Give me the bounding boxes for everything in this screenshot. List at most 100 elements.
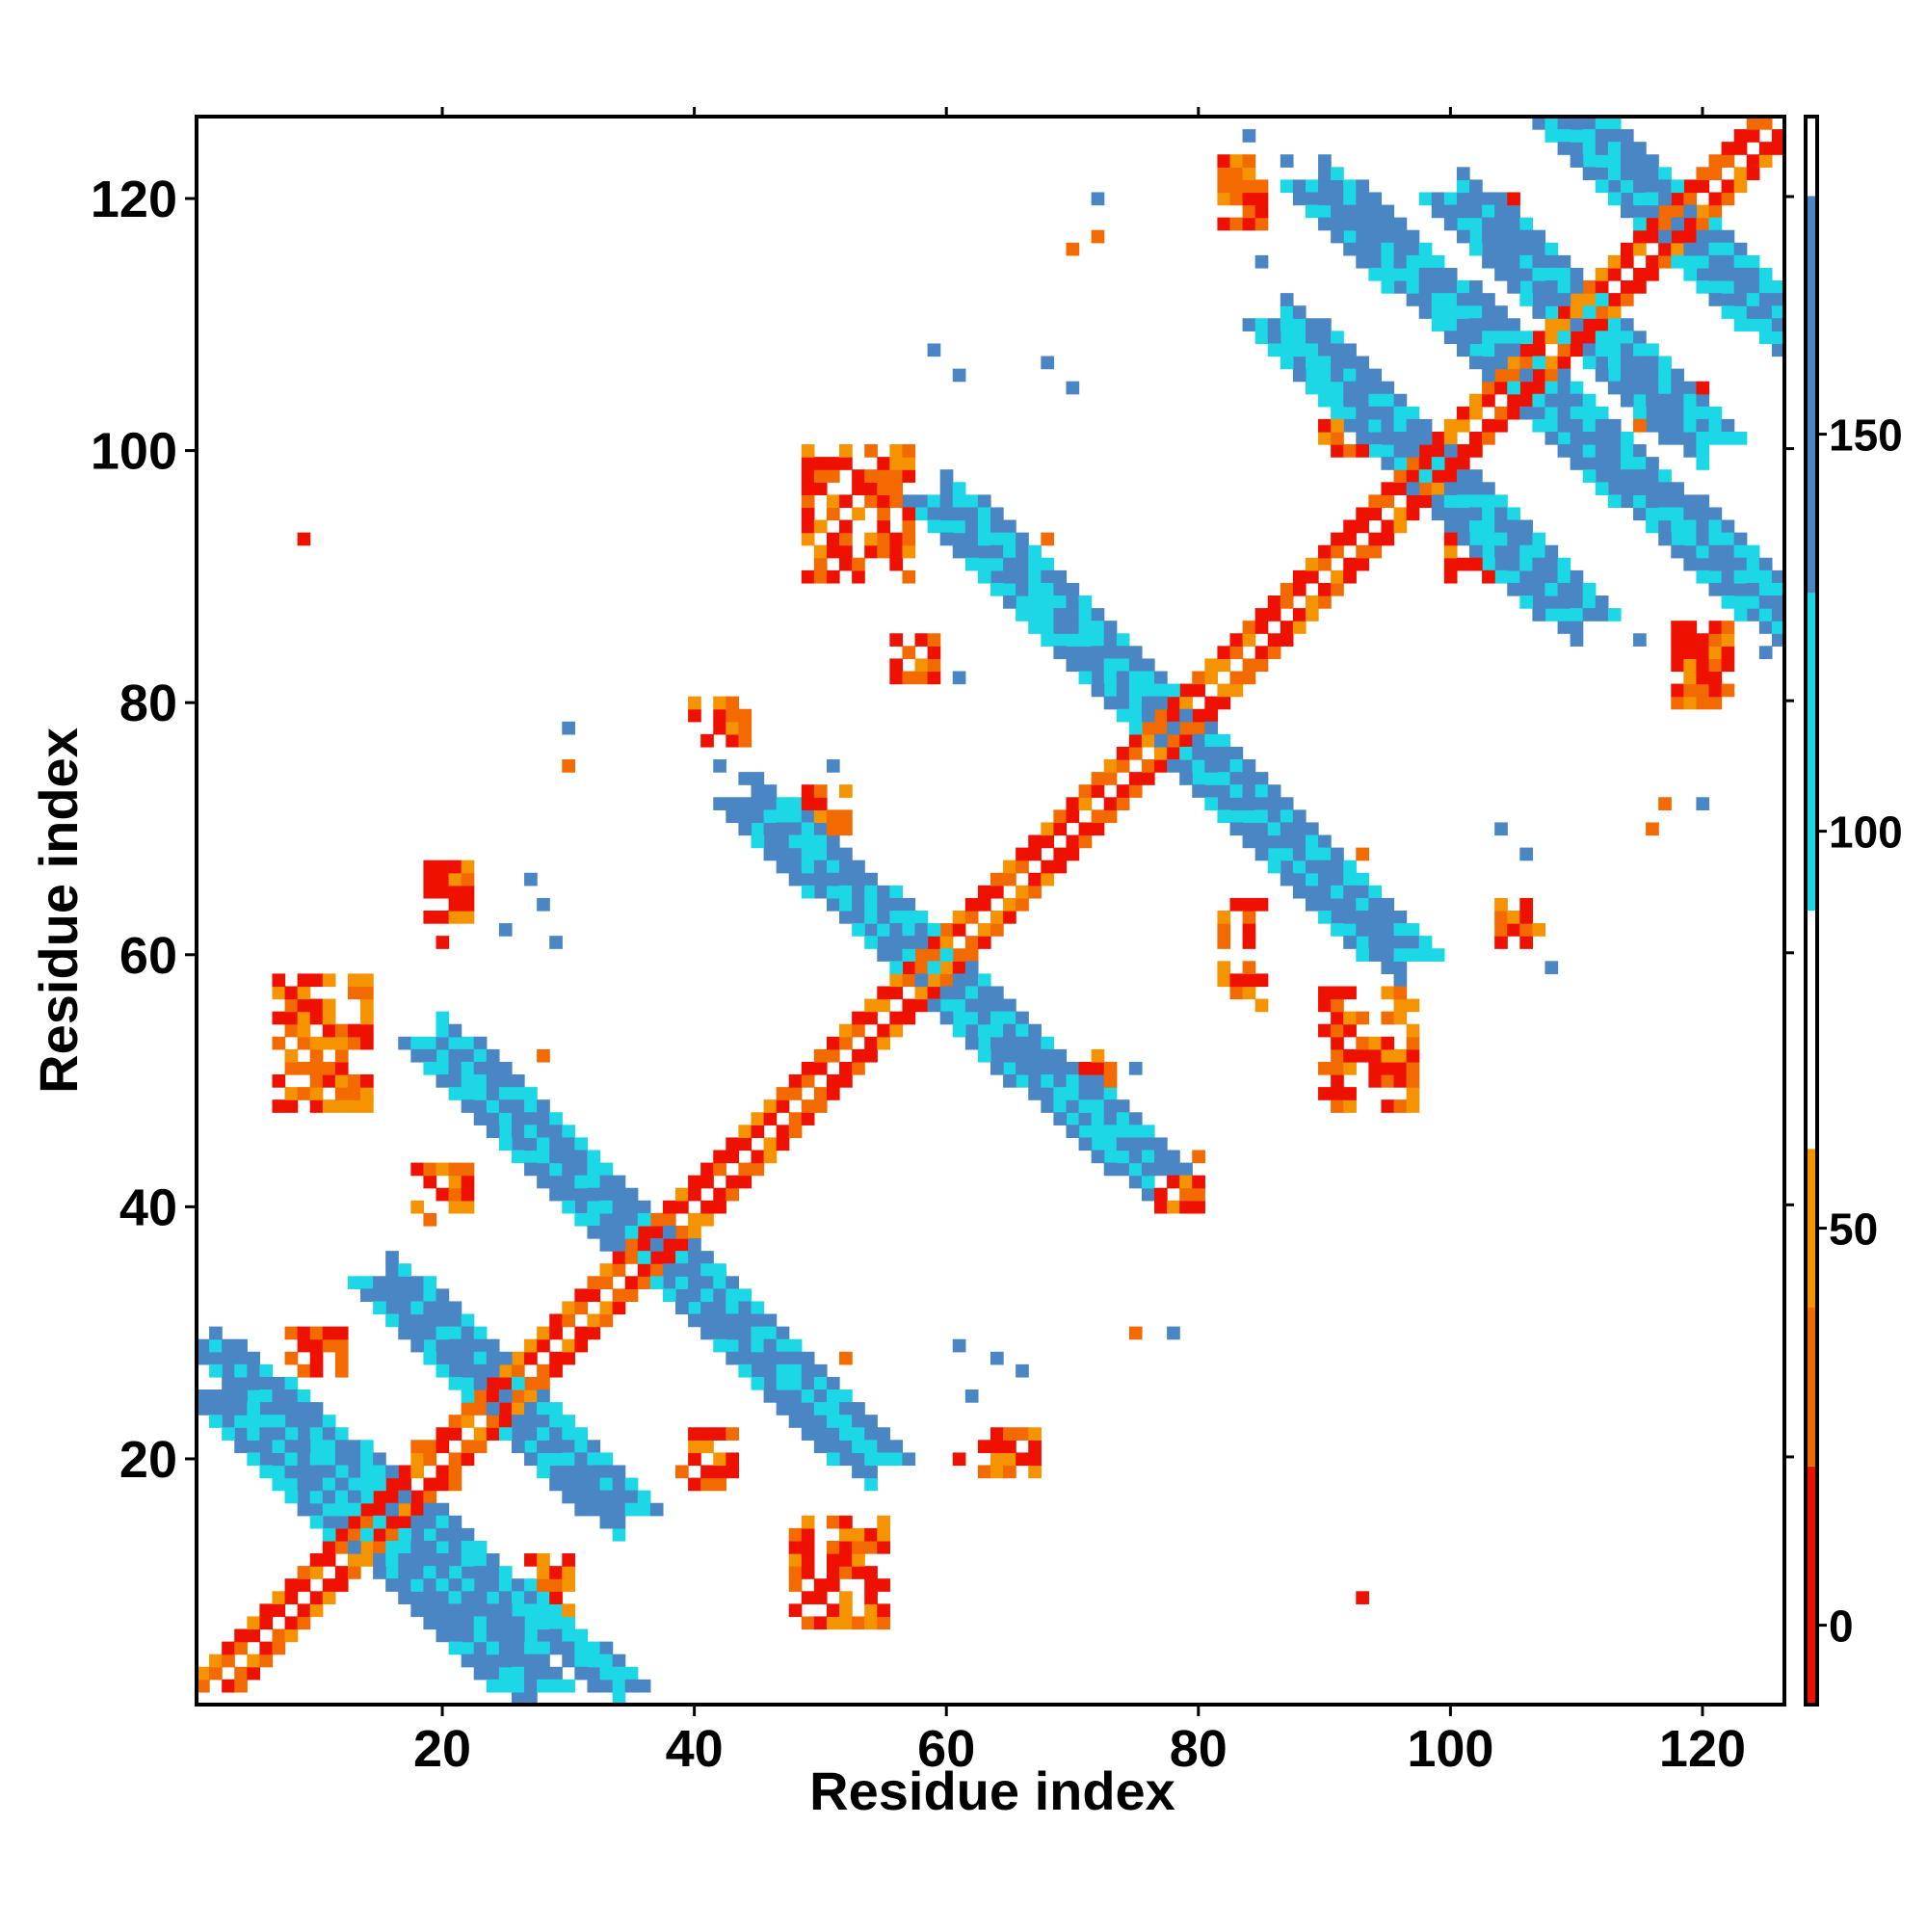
- heatmap-cell: [1331, 1061, 1344, 1075]
- heatmap-cell: [385, 1288, 399, 1303]
- heatmap-cell: [1331, 1074, 1344, 1088]
- heatmap-cell: [1708, 569, 1723, 584]
- heatmap-cell: [448, 1162, 462, 1177]
- heatmap-cell: [436, 1048, 450, 1063]
- heatmap-cell: [309, 1415, 324, 1428]
- heatmap-cell: [1595, 179, 1609, 194]
- heatmap-cell: [259, 1641, 274, 1655]
- heatmap-cell: [524, 1112, 538, 1125]
- heatmap-cell: [461, 1603, 475, 1618]
- heatmap-cell: [1595, 129, 1609, 143]
- heatmap-cell: [436, 1578, 450, 1592]
- heatmap-cell: [977, 519, 991, 534]
- heatmap-cell: [877, 897, 890, 912]
- heatmap-cell: [612, 1654, 626, 1668]
- heatmap-cell: [284, 1011, 299, 1025]
- heatmap-cell: [1003, 911, 1016, 924]
- heatmap-cell: [751, 797, 765, 810]
- heatmap-cell: [1683, 204, 1698, 219]
- heatmap-cell: [284, 1415, 299, 1428]
- heatmap-cell: [852, 469, 865, 483]
- heatmap-cell: [1708, 254, 1723, 269]
- heatmap-cell: [448, 1301, 462, 1315]
- heatmap-cell: [1494, 356, 1508, 370]
- heatmap-cell: [549, 1137, 563, 1151]
- heatmap-cell: [587, 1187, 601, 1202]
- heatmap-cell: [549, 1427, 563, 1441]
- heatmap-cell: [852, 923, 865, 937]
- heatmap-cell: [562, 1200, 575, 1214]
- heatmap-cell: [461, 1326, 475, 1340]
- heatmap-cell: [1053, 595, 1068, 609]
- heatmap-cell: [1494, 557, 1508, 571]
- heatmap-cell: [1393, 431, 1408, 445]
- heatmap-cell: [612, 1263, 626, 1277]
- heatmap-cell: [1758, 621, 1773, 634]
- heatmap-cell: [599, 1162, 614, 1177]
- heatmap-cell: [964, 897, 979, 912]
- heatmap-cell: [952, 998, 966, 1013]
- heatmap-cell: [549, 1351, 563, 1365]
- heatmap-cell: [473, 1440, 488, 1454]
- heatmap-cell: [1318, 860, 1332, 874]
- heatmap-cell: [813, 1415, 828, 1428]
- heatmap-cell: [1091, 671, 1105, 685]
- heatmap-cell: [1128, 671, 1143, 685]
- heatmap-cell: [864, 872, 878, 887]
- heatmap-cell: [423, 1288, 437, 1303]
- heatmap-cell: [1570, 569, 1584, 584]
- heatmap-cell: [939, 973, 954, 988]
- heatmap-cell: [1746, 595, 1760, 609]
- heatmap-cell: [990, 923, 1004, 937]
- heatmap-cell: [927, 494, 941, 509]
- heatmap-cell: [1607, 494, 1622, 509]
- heatmap-cell: [1646, 192, 1659, 206]
- heatmap-cell: [637, 1490, 651, 1504]
- heatmap-cell: [385, 1515, 399, 1529]
- heatmap-cell: [952, 482, 966, 495]
- heatmap-cell: [322, 1527, 336, 1542]
- heatmap-cell: [1746, 608, 1760, 622]
- heatmap-cell: [1091, 1087, 1105, 1100]
- heatmap-cell: [1557, 356, 1571, 370]
- heatmap-cell: [1443, 557, 1458, 571]
- heatmap-cell: [537, 1427, 550, 1441]
- heatmap-cell: [284, 1087, 299, 1100]
- heatmap-cell: [461, 1616, 475, 1630]
- heatmap-cell: [1406, 267, 1420, 281]
- heatmap-cell: [1318, 381, 1332, 395]
- heatmap-cell: [1305, 318, 1319, 331]
- heatmap-cell: [537, 1641, 550, 1655]
- heatmap-cell: [1103, 1074, 1118, 1088]
- heatmap-cell: [398, 1477, 411, 1492]
- heatmap-cell: [1582, 469, 1597, 483]
- heatmap-cell: [1091, 658, 1105, 673]
- heatmap-cell: [662, 1200, 676, 1214]
- heatmap-cell: [209, 1351, 223, 1365]
- heatmap-cell: [1128, 646, 1143, 660]
- heatmap-cell: [398, 1527, 411, 1542]
- heatmap-cell: [1016, 569, 1029, 584]
- heatmap-cell: [624, 1238, 639, 1252]
- heatmap-cell: [1053, 1061, 1068, 1075]
- heatmap-cell: [410, 1578, 425, 1592]
- heatmap-cell: [587, 1200, 601, 1214]
- heatmap-cell: [498, 1566, 513, 1579]
- heatmap-cell: [1254, 646, 1269, 660]
- heatmap-cell: [1318, 217, 1332, 231]
- heatmap-cell: [662, 1251, 676, 1264]
- heatmap-cell: [1179, 683, 1193, 698]
- heatmap-cell: [1381, 532, 1395, 546]
- heatmap-cell: [1683, 658, 1698, 673]
- heatmap-cell: [473, 1666, 488, 1681]
- heatmap-cell: [1028, 1465, 1042, 1479]
- heatmap-cell: [272, 1099, 286, 1113]
- heatmap-cell: [1217, 923, 1231, 937]
- heatmap-cell: [1167, 1150, 1180, 1164]
- heatmap-cell: [1683, 254, 1698, 269]
- heatmap-cell: [511, 1616, 525, 1630]
- heatmap-cell: [1620, 343, 1634, 357]
- heatmap-cell: [334, 1061, 349, 1075]
- heatmap-cell: [1343, 936, 1357, 949]
- heatmap-cell: [1532, 368, 1546, 383]
